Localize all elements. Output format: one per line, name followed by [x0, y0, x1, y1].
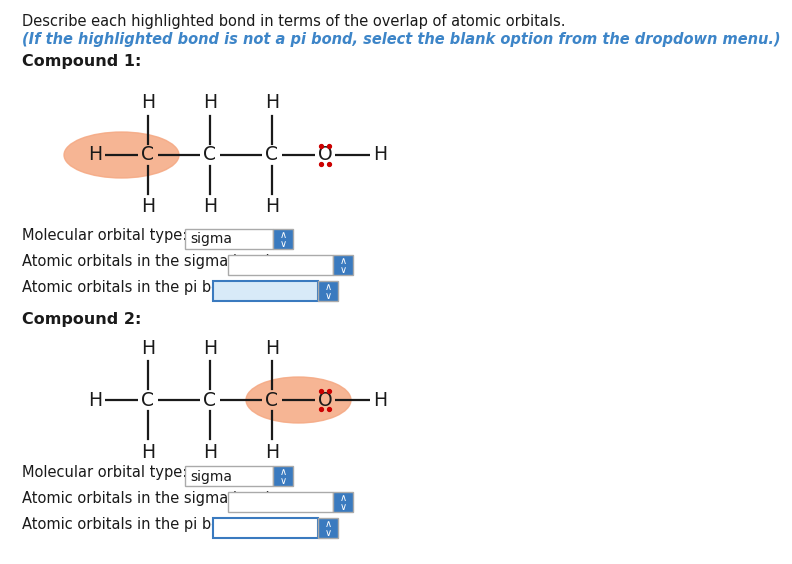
FancyBboxPatch shape: [228, 492, 333, 512]
Text: H: H: [265, 443, 279, 461]
Text: Molecular orbital type:: Molecular orbital type:: [22, 465, 187, 480]
Text: C: C: [265, 390, 279, 409]
Text: Molecular orbital type:: Molecular orbital type:: [22, 228, 187, 243]
FancyBboxPatch shape: [185, 466, 273, 486]
Text: Atomic orbitals in the pi bond:: Atomic orbitals in the pi bond:: [22, 517, 244, 532]
FancyBboxPatch shape: [185, 229, 273, 249]
Text: sigma: sigma: [190, 232, 232, 246]
Text: C: C: [142, 390, 154, 409]
Text: H: H: [203, 94, 217, 112]
Text: ∧
∨: ∧ ∨: [340, 493, 347, 512]
Text: C: C: [265, 146, 279, 165]
Text: Compound 2:: Compound 2:: [22, 312, 142, 327]
Text: H: H: [88, 146, 102, 165]
Text: O: O: [318, 146, 333, 165]
FancyBboxPatch shape: [213, 518, 318, 538]
Text: H: H: [265, 197, 279, 217]
FancyBboxPatch shape: [228, 255, 333, 275]
FancyBboxPatch shape: [273, 229, 293, 249]
Text: Atomic orbitals in the sigma bond:: Atomic orbitals in the sigma bond:: [22, 254, 275, 269]
Text: ∧
∨: ∧ ∨: [280, 230, 287, 249]
FancyBboxPatch shape: [333, 492, 353, 512]
Text: Atomic orbitals in the sigma bond:: Atomic orbitals in the sigma bond:: [22, 491, 275, 506]
FancyBboxPatch shape: [273, 466, 293, 486]
Text: H: H: [265, 94, 279, 112]
FancyBboxPatch shape: [318, 518, 338, 538]
FancyBboxPatch shape: [333, 255, 353, 275]
Text: H: H: [141, 338, 155, 358]
Ellipse shape: [246, 377, 351, 423]
Text: Describe each highlighted bond in terms of the overlap of atomic orbitals.: Describe each highlighted bond in terms …: [22, 14, 565, 29]
Text: Atomic orbitals in the pi bond:: Atomic orbitals in the pi bond:: [22, 280, 244, 295]
Text: C: C: [142, 146, 154, 165]
Text: ∧
∨: ∧ ∨: [325, 282, 332, 301]
Text: (If the highlighted bond is not a pi bond, select the blank option from the drop: (If the highlighted bond is not a pi bon…: [22, 32, 780, 47]
Text: H: H: [141, 443, 155, 461]
FancyBboxPatch shape: [213, 281, 318, 301]
Text: H: H: [373, 390, 387, 409]
Text: H: H: [88, 390, 102, 409]
Text: ∧
∨: ∧ ∨: [340, 256, 347, 275]
Text: ∧
∨: ∧ ∨: [325, 519, 332, 538]
Text: H: H: [203, 443, 217, 461]
Text: sigma: sigma: [190, 469, 232, 483]
Text: ∧
∨: ∧ ∨: [280, 467, 287, 486]
Text: H: H: [141, 197, 155, 217]
Text: H: H: [203, 197, 217, 217]
Text: C: C: [204, 390, 216, 409]
Text: H: H: [373, 146, 387, 165]
Text: H: H: [141, 94, 155, 112]
Text: O: O: [318, 390, 333, 409]
Text: H: H: [265, 338, 279, 358]
Text: H: H: [203, 338, 217, 358]
Ellipse shape: [64, 132, 179, 178]
Text: Compound 1:: Compound 1:: [22, 54, 142, 69]
Text: C: C: [204, 146, 216, 165]
FancyBboxPatch shape: [318, 281, 338, 301]
